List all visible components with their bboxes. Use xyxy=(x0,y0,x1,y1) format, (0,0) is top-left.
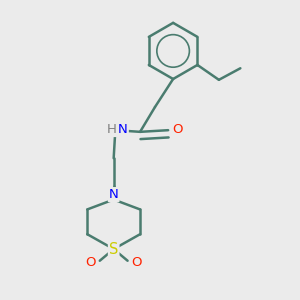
Text: H: H xyxy=(106,123,116,136)
Text: N: N xyxy=(109,188,118,201)
Text: S: S xyxy=(109,242,118,256)
Text: N: N xyxy=(118,123,128,136)
Text: O: O xyxy=(132,256,142,269)
Text: O: O xyxy=(85,256,96,269)
Text: O: O xyxy=(172,123,183,136)
